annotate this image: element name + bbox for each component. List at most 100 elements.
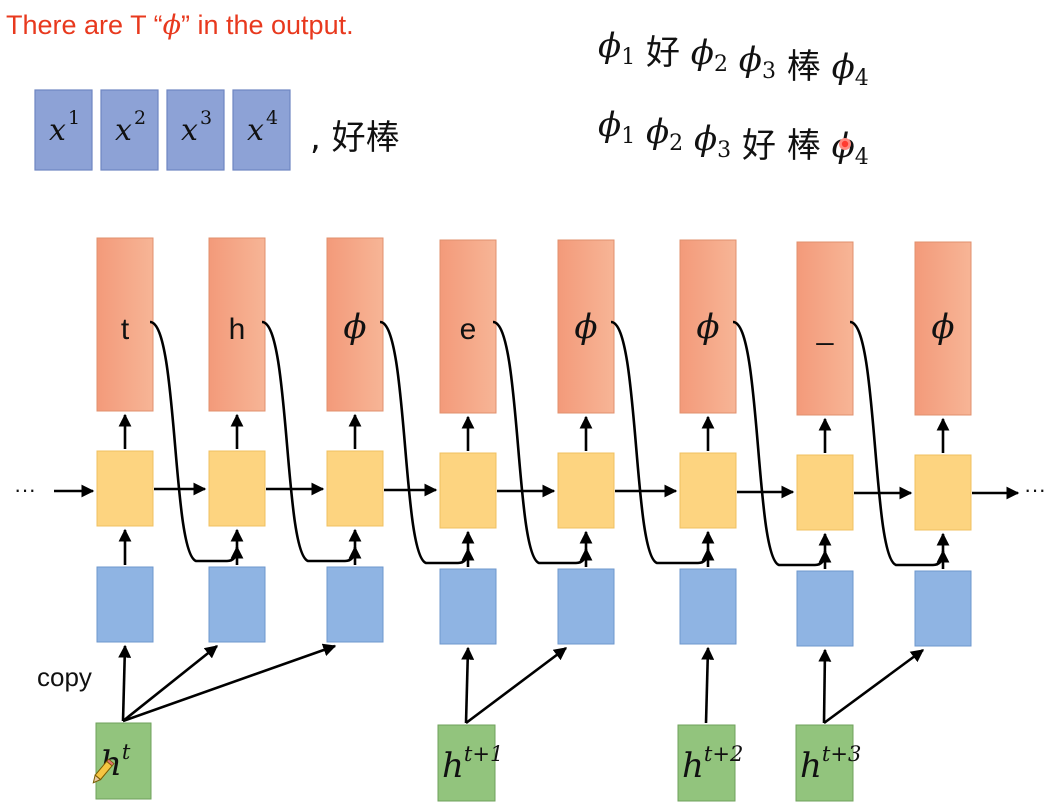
alignment-char: 好	[635, 33, 680, 73]
alignment-char: 棒	[776, 47, 821, 87]
alignment-row: ϕ1 好 ϕ2 ϕ3 棒 ϕ4	[598, 26, 869, 91]
hidden-states: htht+1ht+2ht+3	[95, 643, 925, 802]
decoder-column: ϕ	[679, 239, 737, 645]
slide-title: There are T “ϕ” in the output.	[6, 10, 354, 41]
feedback-curve	[849, 320, 950, 567]
alignment-phi: ϕ	[598, 105, 621, 145]
title-phi-symbol: ϕ	[162, 10, 181, 41]
output-token-label: e	[460, 313, 477, 346]
alignment-phi: ϕ	[598, 26, 621, 66]
alignment-phi-subscript: 2	[714, 52, 728, 77]
ellipsis-right: ···	[1024, 477, 1046, 502]
alignment-phi-subscript: 4	[855, 145, 869, 170]
input-token-base: x	[247, 113, 264, 148]
hidden-state-arrow	[461, 646, 475, 724]
alignment-phi: ϕ	[680, 33, 714, 73]
input-embedding-box	[326, 566, 384, 643]
feedback-curve	[149, 320, 244, 563]
input-embedding-box	[208, 566, 266, 643]
hidden-state: ht+2	[677, 646, 743, 802]
alignment-phi-subscript: 3	[762, 59, 776, 84]
input-token-base: x	[181, 113, 198, 148]
hidden-state-arrow	[818, 648, 832, 724]
alignment-char: 棒	[776, 126, 821, 166]
hidden-state-superscript: t	[122, 740, 131, 764]
output-distribution-box	[796, 241, 854, 416]
input-label-text: , 好棒	[310, 118, 400, 158]
hidden-state-box	[95, 722, 152, 800]
ellipsis-left: ···	[14, 477, 36, 502]
decoder-columns: t h ϕ e ϕ ϕ _ ϕ	[96, 237, 972, 647]
input-embedding-box	[914, 570, 972, 647]
alignment-phi-subscript: 4	[855, 66, 869, 91]
output-distribution-box	[679, 239, 737, 414]
rnn-cell-box	[914, 454, 972, 531]
feedback-curve	[732, 320, 832, 567]
hidden-state-arrow	[823, 648, 925, 725]
input-token-superscript: 2	[134, 107, 146, 129]
alignment-phi-subscript: 2	[669, 131, 683, 156]
hidden-state-arrow	[122, 644, 219, 723]
alignment-phi: ϕ	[635, 112, 669, 152]
rnn-cell-box	[796, 454, 854, 531]
feedback-curve	[610, 320, 715, 565]
hidden-state-box	[677, 724, 736, 802]
output-distribution-box	[439, 239, 497, 414]
input-embedding-box	[96, 566, 154, 643]
alignment-phi-subscript: 1	[621, 124, 635, 149]
hidden-state-arrow	[118, 644, 132, 722]
hidden-state-box	[795, 724, 854, 802]
alignment-phi-subscript: 1	[621, 45, 635, 70]
pencil-cursor-icon	[92, 758, 115, 784]
feedback-curve	[261, 320, 362, 563]
alignment-phi-subscript: 3	[717, 138, 731, 163]
laser-pointer-dot-icon	[839, 138, 851, 150]
feedback-curve	[492, 320, 593, 565]
hidden-state-arrow	[701, 646, 715, 724]
hidden-state: ht	[95, 643, 337, 800]
hidden-state-base: h	[442, 746, 464, 786]
alignment-phi: ϕ	[821, 47, 855, 87]
hidden-state: ht+1	[437, 646, 568, 802]
decoder-column: e	[439, 239, 497, 645]
hidden-state-arrow	[122, 643, 337, 723]
output-distribution-box	[96, 237, 154, 412]
hidden-state-base: h	[682, 746, 704, 786]
hidden-state-label: ht+1	[442, 742, 503, 786]
input-token-base: x	[115, 113, 132, 148]
decoder-column: _	[796, 241, 854, 647]
input-embedding-box	[796, 570, 854, 647]
hidden-state-label: ht+2	[682, 742, 743, 786]
input-embedding-box	[439, 568, 497, 645]
input-token-base: x	[49, 113, 66, 148]
hidden-state: ht+3	[795, 648, 925, 802]
copy-label: copy	[37, 662, 92, 692]
alignment-row: ϕ1 ϕ2 ϕ3 好 棒 ϕ4	[598, 105, 869, 170]
alignment-phi: ϕ	[728, 40, 762, 80]
alignment-phi: ϕ	[683, 119, 717, 159]
input-embedding-box	[679, 568, 737, 645]
title-text-before: There are T “	[6, 10, 163, 40]
hidden-state-superscript: t+2	[704, 742, 743, 766]
hidden-state-superscript: t+3	[822, 742, 861, 766]
output-distribution-box	[557, 239, 615, 414]
rnn-cell-box	[96, 450, 154, 527]
output-distribution-box	[208, 237, 266, 412]
decoder-column: ϕ	[326, 237, 384, 643]
input-token-superscript: 1	[68, 107, 80, 129]
output-token-label: ϕ	[574, 307, 597, 347]
alignment-char: 好	[731, 126, 776, 166]
decoder-column: ϕ	[557, 239, 615, 645]
output-token-label: ϕ	[931, 307, 954, 347]
rnn-cell-box	[326, 450, 384, 527]
output-token-label: ϕ	[696, 307, 719, 347]
decoder-column: h	[208, 237, 266, 643]
input-embedding-box	[557, 568, 615, 645]
